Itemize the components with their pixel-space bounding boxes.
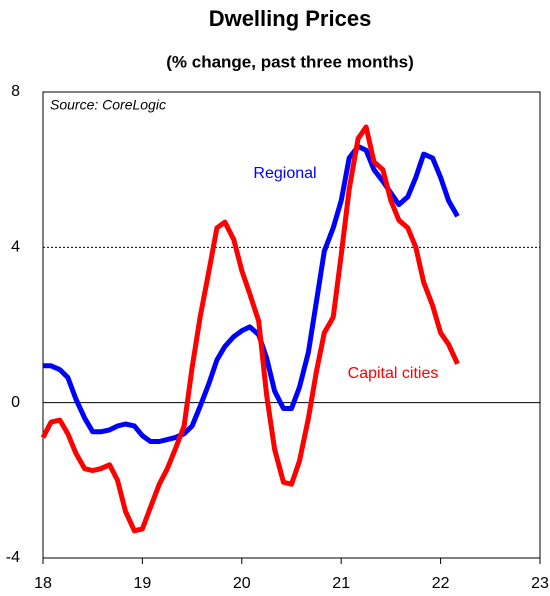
series-line bbox=[40, 124, 460, 534]
x-tick-label: 18 bbox=[34, 575, 52, 592]
chart-title: Dwelling Prices bbox=[209, 6, 372, 31]
x-tick-label: 23 bbox=[531, 575, 549, 592]
y-tick-label: 4 bbox=[11, 239, 20, 256]
x-tick-label: 19 bbox=[134, 575, 152, 592]
x-tick-label: 20 bbox=[233, 575, 251, 592]
series-label: Capital cities bbox=[348, 365, 439, 382]
plot-frame bbox=[42, 91, 541, 559]
chart-subtitle: (% change, past three months) bbox=[166, 52, 413, 71]
y-tick-label: 8 bbox=[11, 83, 20, 100]
x-tick-label: 22 bbox=[432, 575, 450, 592]
y-tick-label: -4 bbox=[6, 549, 20, 566]
source-note: Source: CoreLogic bbox=[50, 97, 166, 113]
x-tick-label: 21 bbox=[332, 575, 350, 592]
series-label: Regional bbox=[253, 165, 316, 182]
y-tick-label: 0 bbox=[11, 394, 20, 411]
